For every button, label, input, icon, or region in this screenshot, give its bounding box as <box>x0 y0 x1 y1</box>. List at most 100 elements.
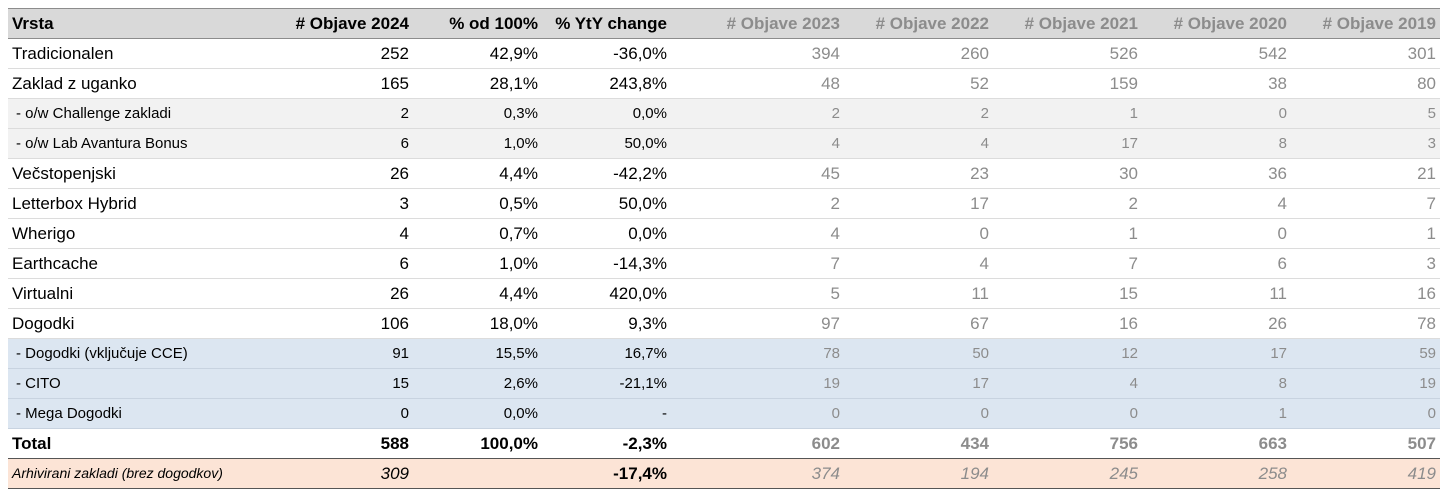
cell-pct: 0,7% <box>413 218 542 249</box>
cell-2022: 23 <box>844 158 993 189</box>
table-row: - CITO 15 2,6% -21,1% 19 17 4 8 19 <box>8 368 1440 399</box>
header-objave-2023[interactable]: # Objave 2023 <box>726 14 840 33</box>
table-row: Earthcache 6 1,0% -14,3% 7 4 7 6 3 <box>8 248 1440 279</box>
cell-yty: -42,2% <box>542 158 671 189</box>
cell-pct: 0,0% <box>413 398 542 429</box>
cell-2024: 91 <box>278 338 413 369</box>
cell-2019: 78 <box>1291 308 1440 339</box>
total-yty: -2,3% <box>542 428 671 459</box>
cell-pct: 4,4% <box>413 158 542 189</box>
header-objave-2021[interactable]: # Objave 2021 <box>1024 14 1138 33</box>
cell-2020: 26 <box>1142 308 1291 339</box>
header-objave-2022[interactable]: # Objave 2022 <box>875 14 989 33</box>
cell-2024: 4 <box>278 218 413 249</box>
row-label: Earthcache <box>8 248 278 279</box>
row-label: - Mega Dogodki <box>8 398 278 429</box>
cell-2020: 1 <box>1142 398 1291 429</box>
cell-2020: 542 <box>1142 38 1291 69</box>
header-objave-2019[interactable]: # Objave 2019 <box>1322 14 1436 33</box>
total-2020: 663 <box>1142 428 1291 459</box>
header-vrsta[interactable]: Vrsta <box>12 14 54 33</box>
cell-2022: 11 <box>844 278 993 309</box>
cell-2022: 17 <box>844 188 993 219</box>
cell-2019: 21 <box>1291 158 1440 189</box>
archive-label: Arhivirani zakladi (brez dogodkov) <box>8 458 278 489</box>
cell-2019: 7 <box>1291 188 1440 219</box>
row-label: Zaklad z uganko <box>8 68 278 99</box>
archive-2023: 374 <box>671 458 844 489</box>
cell-2020: 4 <box>1142 188 1291 219</box>
archive-2020: 258 <box>1142 458 1291 489</box>
cell-yty: 243,8% <box>542 68 671 99</box>
table-row: Wherigo 4 0,7% 0,0% 4 0 1 0 1 <box>8 218 1440 249</box>
table-row: Virtualni 26 4,4% 420,0% 5 11 15 11 16 <box>8 278 1440 309</box>
cell-pct: 42,9% <box>413 38 542 69</box>
cell-pct: 15,5% <box>413 338 542 369</box>
cell-2019: 59 <box>1291 338 1440 369</box>
cell-2022: 260 <box>844 38 993 69</box>
row-label: Tradicionalen <box>8 38 278 69</box>
cell-2024: 6 <box>278 128 413 159</box>
cell-2023: 2 <box>671 188 844 219</box>
cell-2022: 67 <box>844 308 993 339</box>
cell-2021: 17 <box>993 128 1142 159</box>
cell-2021: 526 <box>993 38 1142 69</box>
table-row: - o/w Challenge zakladi 2 0,3% 0,0% 2 2 … <box>8 98 1440 129</box>
cell-2021: 1 <box>993 98 1142 129</box>
cell-2019: 0 <box>1291 398 1440 429</box>
archive-2021: 245 <box>993 458 1142 489</box>
cell-2021: 0 <box>993 398 1142 429</box>
cell-pct: 0,3% <box>413 98 542 129</box>
table-wrapper: Vrsta # Objave 2024 % od 100% % YtY chan… <box>8 8 1440 489</box>
cell-2022: 4 <box>844 128 993 159</box>
objave-table: Vrsta # Objave 2024 % od 100% % YtY chan… <box>8 8 1440 489</box>
cell-2020: 38 <box>1142 68 1291 99</box>
cell-2023: 45 <box>671 158 844 189</box>
cell-yty: -21,1% <box>542 368 671 399</box>
cell-2020: 11 <box>1142 278 1291 309</box>
cell-2024: 106 <box>278 308 413 339</box>
cell-yty: 420,0% <box>542 278 671 309</box>
cell-yty: 0,0% <box>542 98 671 129</box>
cell-2022: 0 <box>844 218 993 249</box>
cell-2020: 0 <box>1142 218 1291 249</box>
cell-2019: 301 <box>1291 38 1440 69</box>
cell-pct: 1,0% <box>413 128 542 159</box>
header-objave-2024[interactable]: # Objave 2024 <box>295 14 409 33</box>
cell-pct: 2,6% <box>413 368 542 399</box>
cell-yty: - <box>542 398 671 429</box>
cell-2020: 17 <box>1142 338 1291 369</box>
cell-2022: 52 <box>844 68 993 99</box>
row-label: - Dogodki (vključuje CCE) <box>8 338 278 369</box>
cell-yty: -36,0% <box>542 38 671 69</box>
row-label: - o/w Lab Avantura Bonus <box>8 128 278 159</box>
cell-2019: 19 <box>1291 368 1440 399</box>
cell-2024: 2 <box>278 98 413 129</box>
cell-2019: 3 <box>1291 128 1440 159</box>
cell-2024: 0 <box>278 398 413 429</box>
cell-pct: 28,1% <box>413 68 542 99</box>
total-2021: 756 <box>993 428 1142 459</box>
cell-2019: 1 <box>1291 218 1440 249</box>
cell-2023: 78 <box>671 338 844 369</box>
cell-2023: 5 <box>671 278 844 309</box>
row-label: Dogodki <box>8 308 278 339</box>
cell-2020: 6 <box>1142 248 1291 279</box>
table-row: Večstopenjski 26 4,4% -42,2% 45 23 30 36… <box>8 158 1440 189</box>
cell-2019: 80 <box>1291 68 1440 99</box>
header-yty-change[interactable]: % YtY change <box>555 14 667 33</box>
cell-2021: 30 <box>993 158 1142 189</box>
cell-2022: 2 <box>844 98 993 129</box>
header-objave-2020[interactable]: # Objave 2020 <box>1173 14 1287 33</box>
cell-yty: 16,7% <box>542 338 671 369</box>
cell-2023: 97 <box>671 308 844 339</box>
row-label: - CITO <box>8 368 278 399</box>
cell-2023: 0 <box>671 398 844 429</box>
cell-2019: 3 <box>1291 248 1440 279</box>
cell-2024: 15 <box>278 368 413 399</box>
row-label: - o/w Challenge zakladi <box>8 98 278 129</box>
archive-2024: 309 <box>278 458 413 489</box>
header-pct-od-100[interactable]: % od 100% <box>449 14 538 33</box>
cell-2021: 2 <box>993 188 1142 219</box>
archive-yty: -17,4% <box>542 458 671 489</box>
